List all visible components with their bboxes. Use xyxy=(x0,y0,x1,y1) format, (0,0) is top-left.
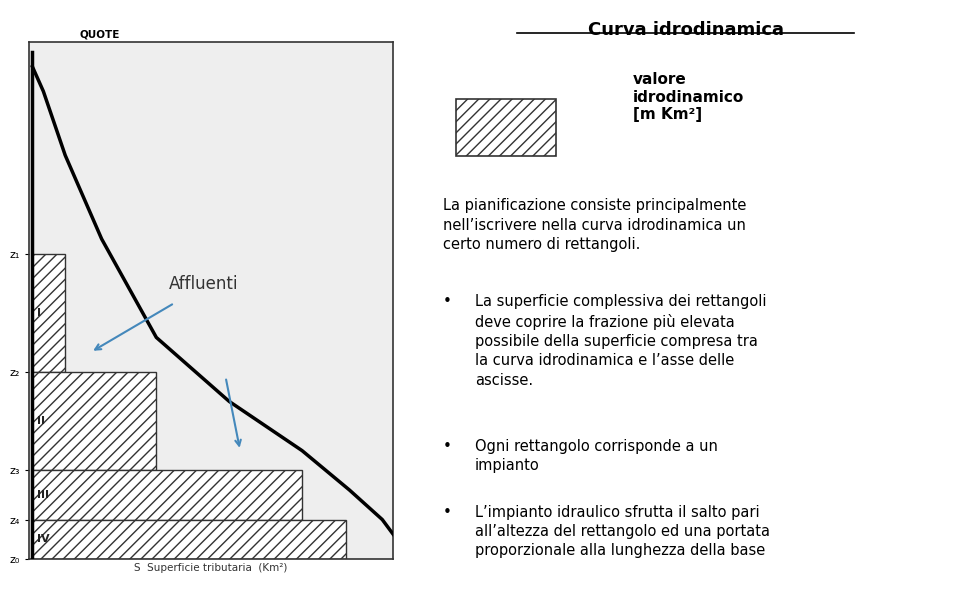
Text: Ogni rettangolo corrisponde a un
impianto: Ogni rettangolo corrisponde a un impiant… xyxy=(475,439,717,473)
Text: •: • xyxy=(443,294,452,310)
Text: La superficie complessiva dei rettangoli
deve coprire la frazione più elevata
po: La superficie complessiva dei rettangoli… xyxy=(475,294,766,388)
Text: Curva idrodinamica: Curva idrodinamica xyxy=(588,21,784,39)
Bar xyxy=(33,254,65,372)
Bar xyxy=(33,471,302,519)
Text: •: • xyxy=(443,439,452,454)
Text: L’impianto idraulico sfrutta il salto pari
all’altezza del rettangolo ed una por: L’impianto idraulico sfrutta il salto pa… xyxy=(475,505,770,558)
X-axis label: S  Superficie tributaria  (Km²): S Superficie tributaria (Km²) xyxy=(134,563,288,573)
Bar xyxy=(33,372,156,471)
Text: QUOTE: QUOTE xyxy=(80,29,120,40)
Text: IV: IV xyxy=(36,534,50,545)
Text: II: II xyxy=(36,416,45,426)
Text: III: III xyxy=(36,490,49,500)
Text: Affluenti: Affluenti xyxy=(169,275,239,293)
Text: La pianificazione consiste principalmente
nell’iscrivere nella curva idrodinamic: La pianificazione consiste principalment… xyxy=(443,198,746,252)
Bar xyxy=(33,519,346,559)
Text: •: • xyxy=(443,505,452,520)
Text: I: I xyxy=(36,308,41,318)
Text: valore
idrodinamico
[m Km²]: valore idrodinamico [m Km²] xyxy=(633,72,744,122)
